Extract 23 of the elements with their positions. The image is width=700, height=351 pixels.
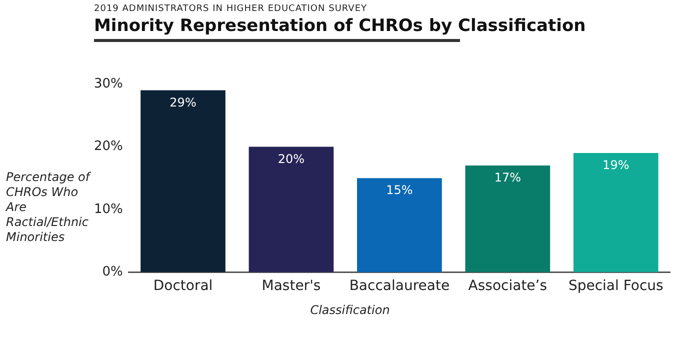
bar [248, 146, 334, 272]
data-label: 19% [602, 158, 630, 172]
y-tick-label: 0% [102, 264, 123, 280]
x-tick-label: Associate’s [468, 278, 548, 294]
bar [140, 90, 226, 272]
y-axis-title: Percentage of CHROs Who Are Ractial/Ethnic Minorities [6, 170, 90, 245]
chart-title: Minority Representation of CHROs by Classification [94, 16, 586, 38]
data-label: 20% [278, 152, 305, 166]
chart-subtitle: 2019 ADMINISTRATORS IN HIGHER EDUCATION SURVEY [94, 4, 368, 14]
x-tick-label: Doctoral [153, 278, 213, 294]
bar [573, 153, 658, 272]
y-tick-label: 10% [94, 202, 123, 217]
data-label: 17% [494, 170, 522, 185]
x-tick-label: Baccalaureate [349, 278, 450, 294]
x-axis-title: Classification [309, 303, 391, 317]
y-tick-label: 20% [94, 139, 123, 154]
x-tick-label: Master's [262, 278, 321, 294]
data-label: 15% [386, 183, 413, 198]
data-label: 29% [170, 95, 196, 110]
bar [357, 178, 442, 272]
x-tick-label: Special Focus [568, 278, 664, 294]
bar [465, 166, 550, 272]
y-tick-label: 30% [94, 76, 123, 92]
